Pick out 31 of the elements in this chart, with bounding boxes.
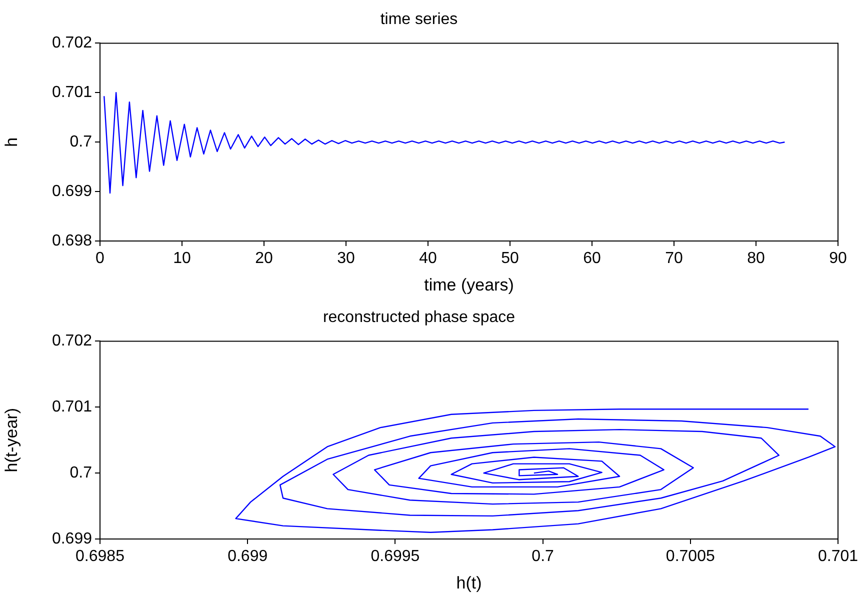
x-tick-label: 0 — [96, 250, 105, 268]
y-tick-label: 0.7 — [70, 134, 92, 151]
y-tick-label: 0.699 — [52, 182, 92, 200]
x-tick-label: 30 — [337, 250, 355, 268]
y-tick-label: 0.702 — [52, 332, 92, 350]
x-tick-label: 10 — [173, 250, 191, 268]
y-tick-label: 0.7 — [70, 464, 92, 482]
chart-title: reconstructed phase space — [322, 309, 516, 326]
y-axis-title: h(t-year) — [2, 408, 21, 472]
y-tick-label: 0.701 — [52, 398, 92, 416]
x-tick-label: 60 — [583, 250, 601, 268]
x-tick-label: 0.7005 — [666, 548, 715, 566]
x-axis-title: time (years) — [424, 275, 514, 294]
x-tick-label: 20 — [255, 250, 273, 268]
y-tick-label: 0.702 — [52, 34, 92, 52]
chart-title: time series — [380, 11, 458, 28]
y-axis-title: h — [2, 137, 21, 147]
x-tick-label: 70 — [665, 250, 683, 268]
x-tick-label: 50 — [501, 250, 519, 268]
x-tick-label: 0.7 — [532, 548, 554, 566]
x-tick-label: 80 — [747, 250, 765, 268]
y-tick-label: 0.701 — [52, 84, 92, 102]
x-axis-title: h(t) — [456, 573, 482, 592]
x-tick-label: 0.699 — [228, 548, 268, 566]
x-tick-label: 40 — [419, 250, 437, 268]
y-tick-label: 0.699 — [52, 530, 92, 548]
x-tick-label: 0.701 — [818, 548, 858, 566]
y-tick-label: 0.698 — [52, 232, 92, 250]
x-tick-label: 0.6995 — [370, 548, 420, 566]
x-tick-label: 0.6985 — [76, 548, 125, 566]
x-tick-label: 90 — [829, 250, 847, 268]
